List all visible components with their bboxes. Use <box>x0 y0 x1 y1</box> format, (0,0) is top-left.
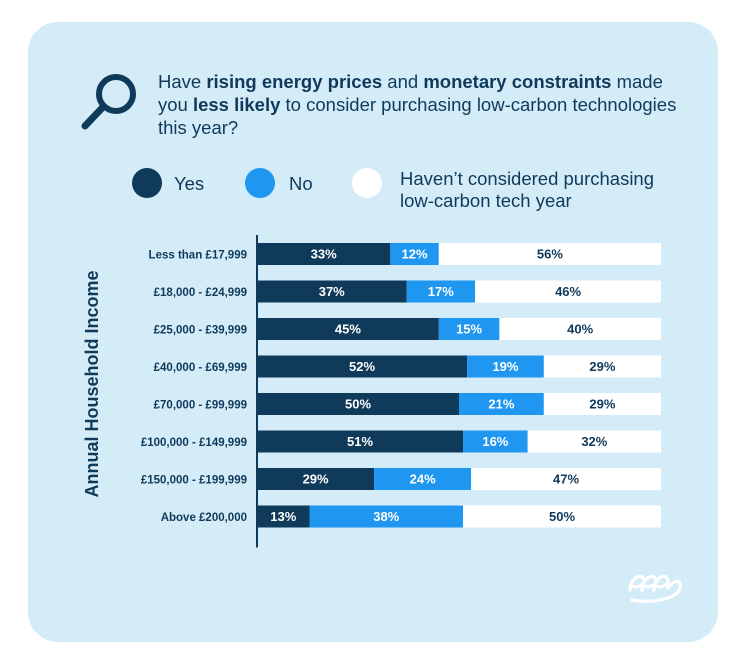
bar-haven-t-cons-3 <box>543 355 661 378</box>
data-label-1-2: 15% <box>456 322 482 337</box>
legend-swatch-havent <box>352 168 382 198</box>
bar-no-5 <box>463 430 528 453</box>
bar-yes-5 <box>257 430 464 453</box>
magnifying-glass-icon <box>81 74 136 130</box>
bar-no-7 <box>309 505 464 528</box>
bar-no-3 <box>467 355 544 378</box>
data-label-2-1: 46% <box>555 284 581 299</box>
bar-haven-t-cons-4 <box>543 393 661 415</box>
bar-yes-3 <box>257 355 468 378</box>
data-label-0-2: 45% <box>335 322 361 337</box>
bar-haven-t-cons-6 <box>471 468 661 490</box>
bar-haven-t-cons-0 <box>438 243 661 265</box>
y-axis-title: Annual Household Income <box>82 270 102 497</box>
bar-yes-2 <box>257 318 439 340</box>
bar-no-0 <box>390 243 439 265</box>
legend-item-no: No <box>245 168 313 198</box>
category-label-5: £100,000 - £149,999 <box>141 437 247 449</box>
data-label-0-0: 33% <box>311 247 337 262</box>
data-label-1-4: 21% <box>488 397 514 412</box>
category-label-1: £18,000 - £24,999 <box>154 287 247 299</box>
legend-label-no: No <box>289 173 313 194</box>
bar-yes-6 <box>257 468 375 490</box>
data-label-1-6: 24% <box>410 472 436 487</box>
data-label-1-3: 19% <box>492 359 518 374</box>
data-label-2-7: 50% <box>549 509 575 524</box>
data-label-0-4: 50% <box>345 397 371 412</box>
legend-item-havent: Haven’t considered purchasing low-carbon… <box>352 168 654 212</box>
data-label-2-4: 29% <box>589 397 615 412</box>
legend-label-yes: Yes <box>174 173 205 194</box>
category-label-3: £40,000 - £69,999 <box>154 362 247 374</box>
data-label-0-1: 37% <box>319 284 345 299</box>
bar-yes-1 <box>257 280 407 303</box>
bar-yes-7 <box>257 505 310 528</box>
chart-title: Have rising energy prices and monetary c… <box>158 71 677 138</box>
data-label-1-7: 38% <box>373 509 399 524</box>
category-label-7: Above £200,000 <box>161 512 247 524</box>
data-label-0-3: 52% <box>349 359 375 374</box>
bar-haven-t-cons-5 <box>527 430 661 453</box>
bar-yes-0 <box>257 243 391 265</box>
legend-swatch-yes <box>132 168 162 198</box>
legend-item-yes: Yes <box>132 168 204 198</box>
category-label-4: £70,000 - £99,999 <box>154 400 247 412</box>
brand-logo-icon <box>628 574 682 603</box>
data-label-2-5: 32% <box>581 434 607 449</box>
data-label-2-2: 40% <box>567 322 593 337</box>
data-label-0-6: 29% <box>303 472 329 487</box>
data-label-0-7: 13% <box>270 509 296 524</box>
bar-haven-t-cons-7 <box>463 505 661 528</box>
data-label-1-1: 17% <box>428 284 454 299</box>
category-label-0: Less than £17,999 <box>149 250 247 262</box>
data-label-2-3: 29% <box>589 359 615 374</box>
bar-haven-t-cons-2 <box>499 318 661 340</box>
bar-no-1 <box>406 280 476 303</box>
bar-yes-4 <box>257 393 459 415</box>
bar-haven-t-cons-1 <box>475 280 661 303</box>
category-label-6: £150,000 - £199,999 <box>141 475 247 487</box>
bar-no-6 <box>374 468 472 490</box>
category-label-2: £25,000 - £39,999 <box>154 325 247 337</box>
legend-swatch-no <box>245 168 275 198</box>
bar-no-2 <box>438 318 500 340</box>
data-label-0-5: 51% <box>347 434 373 449</box>
data-label-2-0: 56% <box>537 247 563 262</box>
data-label-1-5: 16% <box>482 434 508 449</box>
data-label-2-6: 47% <box>553 472 579 487</box>
data-label-1-0: 12% <box>402 247 428 262</box>
bar-no-4 <box>459 393 544 415</box>
legend-label-havent: Haven’t considered purchasing low-carbon… <box>400 168 655 211</box>
